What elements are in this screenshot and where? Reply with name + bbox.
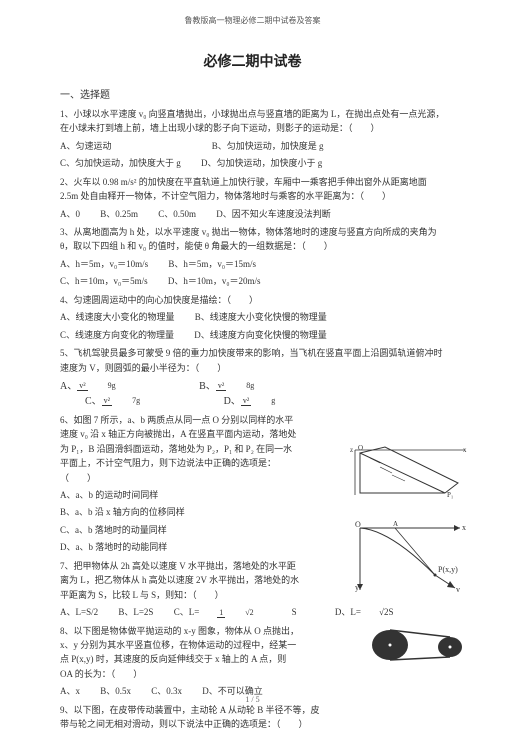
question-7: 7、把甲物体从 2h 高处以速度 V 水平抛出，落地处的水平距离为 L，把乙物体… — [60, 559, 300, 602]
main-title: 必修二期中试卷 — [60, 52, 445, 73]
opt-d: D、v²g — [224, 394, 314, 409]
opt-c: C、0.50m — [158, 208, 196, 222]
opt-a: A、h＝5m，v₀＝10m/s — [60, 258, 148, 272]
question-9: 9、以下图，在皮带传动装置中，主动轮 A 从动轮 B 半径不等，皮带与轮之间无相… — [60, 703, 320, 731]
figure-q8-parabola: O A x y P(x,y) v — [350, 520, 470, 595]
q7-options: A、L=S/2 B、L=2S C、L=1√2S D、L=√2S — [60, 606, 445, 620]
opt-d: D、因不知火车速度没法判断 — [216, 208, 331, 222]
opt-a: A、线速度大小变化的物理量 — [60, 311, 175, 325]
opt-b: B、0.25m — [100, 208, 138, 222]
opt-b: B、线速度大小变化快慢的物理量 — [195, 311, 327, 325]
q2-options: A、0 B、0.25m C、0.50m D、因不知火车速度没法判断 — [60, 208, 445, 222]
svg-text:x: x — [462, 523, 466, 532]
svg-text:y: y — [355, 583, 359, 592]
q3-options-1: A、h＝5m，v₀＝10m/s B、h＝5m，v₀＝15m/s — [60, 258, 445, 272]
opt-d: D、匀加快运动，加快度小于 g — [201, 157, 322, 171]
question-1: 1、小球以水平速度 v₀ 向竖直墙抛出，小球抛出点与竖直墙的距离为 L，在抛出点… — [60, 107, 445, 136]
question-4: 4、匀速圆周运动中的向心加快度是描绘：（ ） — [60, 293, 445, 307]
opt-a: A、v²9g — [60, 379, 154, 394]
opt-b: B、匀加快运动，加快度是 g — [212, 140, 324, 154]
opt-b: B、v²8g — [199, 379, 292, 394]
opt-d: D、h＝10m，v₀＝20m/s — [168, 275, 261, 289]
opt-b: B、L=2S — [118, 606, 153, 620]
opt-d: D、线速度方向变化快慢的物理量 — [194, 329, 327, 343]
svg-text:A: A — [393, 520, 398, 528]
opt-c: C、L=1√2S — [174, 606, 315, 620]
opt-d: D、L=√2S — [335, 606, 412, 620]
opt-a: A、匀速运动 — [60, 140, 112, 154]
svg-text:x: x — [463, 446, 467, 454]
figure-q6-prism: z x O P₁ — [350, 445, 470, 500]
section-heading: 一、选择题 — [60, 88, 445, 103]
q6-opt-b: B、a、b 沿 x 轴方向的位移同样 — [60, 506, 445, 520]
opt-b: B、h＝5m，v₀＝15m/s — [168, 258, 256, 272]
question-8: 8、以下图是物体做平抛运动的 x-y 图象，物体从 O 点抛出，x、y 分别为其… — [60, 624, 300, 682]
q1-options-2: C、匀加快运动，加快度大于 g D、匀加快运动，加快度小于 g — [60, 157, 445, 171]
q4-options-2: C、线速度方向变化的物理量 D、线速度方向变化快慢的物理量 — [60, 329, 445, 343]
opt-c: C、v²7g — [85, 394, 178, 409]
figure-q9-pulley — [365, 627, 470, 662]
page-footer: 1 / 5 — [0, 694, 505, 706]
question-2: 2、火车以 0.98 m/s² 的加快度在平直轨道上加快行驶，车厢中一乘客把手伸… — [60, 175, 445, 204]
q5-options: A、v²9g B、v²8g C、v²7g D、v²g — [60, 379, 445, 409]
question-6: 6、如图 7 所示，a、b 两质点从同一点 O 分别以同样的水平速度 v₀ 沿 … — [60, 413, 300, 485]
opt-c: C、匀加快运动，加快度大于 g — [60, 157, 181, 171]
svg-text:P₁: P₁ — [447, 491, 453, 499]
q3-options-2: C、h＝10m，v₀＝5m/s D、h＝10m，v₀＝20m/s — [60, 275, 445, 289]
opt-c: C、线速度方向变化的物理量 — [60, 329, 174, 343]
q4-options-1: A、线速度大小变化的物理量 B、线速度大小变化快慢的物理量 — [60, 311, 445, 325]
svg-text:O: O — [355, 520, 361, 529]
svg-text:O: O — [358, 445, 363, 452]
opt-c: C、h＝10m，v₀＝5m/s — [60, 275, 148, 289]
q1-options: A、匀速运动 B、匀加快运动，加快度是 g — [60, 140, 445, 154]
svg-text:v: v — [456, 585, 460, 594]
page-header: 鲁教版高一物理必修二期中试卷及答案 — [60, 15, 445, 27]
opt-a: A、0 — [60, 208, 80, 222]
opt-a: A、L=S/2 — [60, 606, 98, 620]
question-3: 3、从离地面高为 h 处，以水平速度 v₀ 抛出一物体，物体落地时的速度与竖直方… — [60, 225, 445, 254]
svg-text:P(x,y): P(x,y) — [438, 565, 458, 574]
question-5: 5、飞机驾驶员最多可蒙受 9 倍的重力加快度带来的影响，当飞机在竖直平面上沿圆弧… — [60, 346, 445, 375]
svg-text:z: z — [350, 446, 353, 454]
